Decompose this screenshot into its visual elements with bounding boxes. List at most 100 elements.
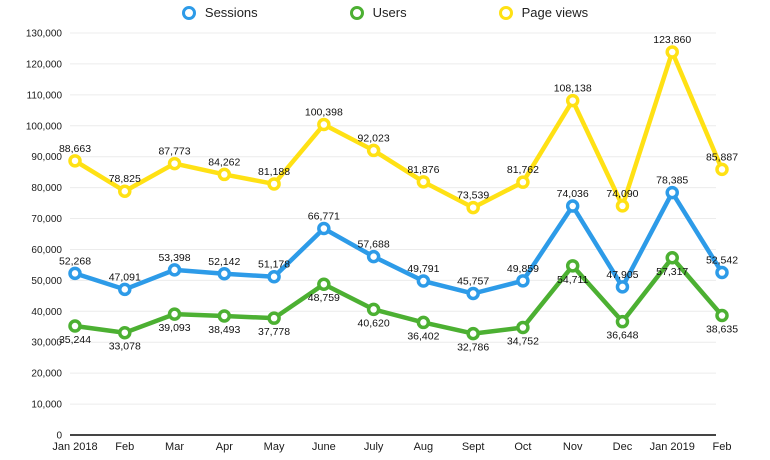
data-point-users-9[interactable] — [516, 320, 530, 335]
data-point-page-views-13[interactable] — [715, 162, 729, 177]
data-point-page-views-10[interactable] — [565, 93, 580, 108]
data-point-sessions-5[interactable] — [317, 221, 331, 236]
data-point-users-8[interactable] — [466, 326, 480, 341]
data-point-page-views-8[interactable] — [466, 200, 480, 215]
data-point-users-2[interactable] — [167, 307, 182, 321]
data-point-page-views-5[interactable] — [317, 117, 331, 132]
data-point-sessions-1[interactable] — [118, 282, 132, 297]
value-label-page-views-13: 85,887 — [706, 151, 738, 163]
value-label-sessions-12: 78,385 — [656, 175, 688, 187]
y-tick-label: 30,000 — [31, 338, 62, 349]
data-point-page-views-1[interactable] — [118, 184, 132, 198]
legend-label-page-views: Page views — [521, 5, 589, 20]
data-point-sessions-2[interactable] — [167, 263, 182, 277]
data-point-users-12[interactable] — [665, 251, 679, 265]
legend-item-sessions[interactable]: Sessions — [181, 5, 258, 20]
legend-label-sessions: Sessions — [204, 5, 258, 20]
data-point-page-views-4[interactable] — [267, 177, 281, 191]
value-label-sessions-8: 45,757 — [457, 276, 489, 288]
users-marker-icon — [349, 5, 364, 20]
data-point-sessions-12[interactable] — [665, 185, 679, 200]
data-point-sessions-11[interactable] — [615, 280, 630, 294]
data-point-sessions-6[interactable] — [366, 249, 381, 264]
data-point-page-views-6[interactable] — [366, 143, 381, 158]
data-point-users-4[interactable] — [267, 311, 281, 325]
x-tick-label: Sept — [462, 441, 485, 453]
data-point-users-13[interactable] — [715, 308, 729, 323]
data-point-users-0[interactable] — [68, 319, 82, 333]
data-point-users-5[interactable] — [317, 277, 331, 291]
x-tick-label: Nov — [563, 441, 583, 453]
data-point-page-views-11[interactable] — [615, 199, 630, 213]
x-tick-label: Mar — [165, 441, 184, 453]
data-point-sessions-8[interactable] — [466, 286, 480, 301]
value-label-page-views-9: 81,762 — [507, 164, 539, 176]
data-point-users-1[interactable] — [118, 325, 132, 340]
data-point-sessions-4[interactable] — [267, 269, 281, 284]
value-label-page-views-12: 123,860 — [653, 34, 691, 46]
value-label-users-1: 33,078 — [109, 341, 141, 353]
data-point-sessions-0[interactable] — [68, 266, 82, 281]
value-label-users-12: 57,317 — [656, 266, 688, 278]
y-tick-label: 110,000 — [27, 90, 63, 101]
value-label-page-views-0: 88,663 — [59, 143, 91, 155]
value-label-page-views-3: 84,262 — [208, 156, 240, 168]
value-label-sessions-1: 47,091 — [109, 271, 141, 283]
x-tick-label: Oct — [514, 441, 531, 453]
x-tick-label: May — [264, 441, 285, 453]
data-point-page-views-2[interactable] — [167, 156, 182, 171]
y-tick-label: 0 — [56, 431, 62, 442]
legend-label-users: Users — [372, 5, 407, 20]
y-tick-label: 10,000 — [31, 400, 62, 411]
data-point-page-views-9[interactable] — [516, 175, 530, 189]
legend-item-users[interactable]: Users — [349, 5, 407, 20]
data-point-page-views-0[interactable] — [68, 154, 82, 168]
data-point-users-3[interactable] — [217, 309, 232, 323]
legend: Sessions Users Page views — [0, 5, 770, 20]
data-point-users-7[interactable] — [416, 315, 431, 330]
value-label-users-13: 38,635 — [706, 324, 738, 336]
data-point-sessions-10[interactable] — [565, 199, 580, 213]
value-label-sessions-5: 66,771 — [308, 211, 340, 223]
x-tick-label: Apr — [216, 441, 233, 453]
y-tick-label: 90,000 — [31, 152, 62, 163]
value-label-page-views-10: 108,138 — [554, 83, 592, 95]
data-point-users-10[interactable] — [565, 259, 580, 273]
y-tick-label: 120,000 — [26, 59, 63, 70]
data-point-sessions-7[interactable] — [416, 274, 431, 288]
sessions-marker-icon — [181, 5, 196, 20]
data-point-sessions-13[interactable] — [715, 265, 729, 280]
x-tick-label: Jan 2018 — [52, 441, 97, 453]
value-label-sessions-6: 57,688 — [358, 239, 390, 251]
data-point-page-views-7[interactable] — [416, 175, 431, 189]
legend-item-page-views[interactable]: Page views — [498, 5, 589, 20]
value-label-users-0: 35,244 — [59, 334, 91, 346]
value-label-page-views-5: 100,398 — [305, 107, 343, 119]
value-label-users-7: 36,402 — [407, 330, 439, 342]
y-tick-label: 80,000 — [31, 183, 62, 194]
value-label-page-views-11: 74,090 — [606, 188, 638, 200]
x-tick-label: Jan 2019 — [650, 441, 695, 453]
y-tick-label: 70,000 — [31, 214, 62, 225]
data-point-users-6[interactable] — [366, 302, 381, 317]
y-tick-label: 100,000 — [26, 121, 63, 132]
value-label-users-9: 34,752 — [507, 336, 539, 348]
value-label-sessions-3: 52,142 — [208, 256, 240, 268]
value-label-users-8: 32,786 — [457, 342, 489, 354]
data-point-sessions-3[interactable] — [217, 267, 232, 281]
line-users — [72, 255, 725, 336]
data-point-page-views-12[interactable] — [665, 45, 679, 59]
x-tick-label: Feb — [115, 441, 134, 453]
x-tick-label: July — [364, 441, 384, 453]
data-point-sessions-9[interactable] — [516, 274, 530, 288]
value-label-page-views-4: 81,188 — [258, 166, 290, 178]
data-point-page-views-3[interactable] — [217, 167, 232, 182]
value-label-sessions-10: 74,036 — [557, 188, 589, 200]
value-label-sessions-11: 47,905 — [606, 269, 638, 281]
value-label-page-views-6: 92,023 — [358, 132, 390, 144]
value-label-users-3: 38,493 — [208, 324, 240, 336]
y-tick-label: 60,000 — [31, 245, 62, 256]
data-point-users-11[interactable] — [615, 314, 630, 329]
